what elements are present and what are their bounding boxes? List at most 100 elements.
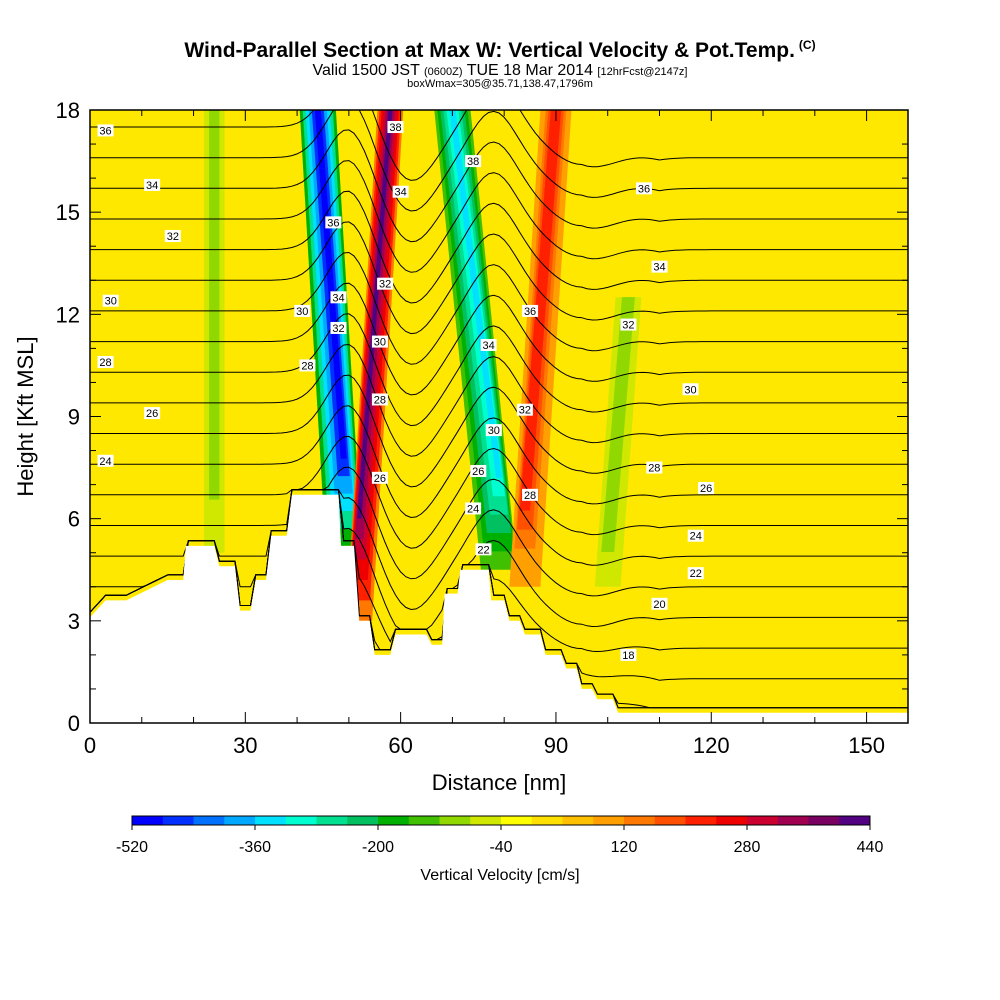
theta-contour-line <box>90 489 908 611</box>
colorbar: -520 -360 -200 -40 120 280 440 Vertical Velocit… <box>116 815 883 884</box>
theta-label-box <box>330 321 347 334</box>
x-tick-label: 60 <box>388 733 412 758</box>
y-axis-title: Height [Kft MSL] <box>13 336 38 496</box>
theta-label: 28 <box>301 360 313 372</box>
theta-contour-line <box>90 435 908 549</box>
colorbar-tick-label: -40 <box>489 839 512 856</box>
velocity-contour-fill <box>522 110 559 492</box>
colorbar-swatch <box>316 816 348 825</box>
x-tick-label: 120 <box>693 733 730 758</box>
theta-contour-line <box>90 110 908 181</box>
theta-label-box <box>465 502 482 515</box>
x-axis: 0 30 60 90 120 150 Distance [nm] <box>84 110 885 795</box>
theta-label: 22 <box>690 568 702 580</box>
theta-label-box <box>377 277 394 290</box>
colorbar-tick-label: 120 <box>611 839 638 856</box>
theta-label-box <box>620 648 637 661</box>
theta-label-box <box>102 294 119 307</box>
theta-label-box <box>687 529 704 542</box>
theta-label: 26 <box>472 466 484 478</box>
colorbar-swatch <box>193 816 225 825</box>
colorbar-swatch <box>624 816 656 825</box>
valid-date: TUE 18 Mar 2014 <box>466 62 593 79</box>
theta-label-box <box>646 461 663 474</box>
theta-label: 28 <box>99 357 111 369</box>
colorbar-swatch <box>562 816 594 825</box>
colorbar-swatch <box>716 816 748 825</box>
theta-contour-line <box>90 221 908 335</box>
theta-label: 34 <box>483 340 495 352</box>
theta-label: 26 <box>146 408 158 420</box>
theta-label: 24 <box>99 456 111 468</box>
velocity-contour-fill <box>605 297 631 529</box>
theta-label: 34 <box>653 262 665 274</box>
theta-contour-line <box>90 160 908 273</box>
theta-label: 36 <box>524 306 536 318</box>
colorbar-swatch <box>285 816 317 825</box>
theta-label: 20 <box>653 599 665 611</box>
valid-time-utc: (0600Z) <box>424 66 463 78</box>
theta-label-box <box>387 121 404 134</box>
x-tick-label: 0 <box>84 733 96 758</box>
potential-temperature-contours <box>90 110 908 709</box>
theta-label-box <box>698 482 715 495</box>
theta-label-box <box>485 424 502 437</box>
colorbar-swatch <box>808 816 840 825</box>
theta-label: 26 <box>374 473 386 485</box>
chart-title-text: Wind-Parallel Section at Max W: Vertical… <box>184 39 795 62</box>
theta-label-box <box>371 393 388 406</box>
theta-label-box <box>635 182 652 195</box>
theta-label-box <box>475 543 492 556</box>
theta-label-box <box>371 335 388 348</box>
y-tick-label: 0 <box>68 711 80 736</box>
plot-area: 36 34 32 30 28 26 24 30 28 36 34 32 38 34 32 30 28 26 38 36… <box>90 110 908 723</box>
theta-label-box <box>330 291 347 304</box>
colorbar-swatch <box>531 816 563 825</box>
theta-label: 22 <box>477 544 489 556</box>
colorbar-swatch <box>839 816 871 825</box>
theta-contour-line <box>90 282 908 396</box>
theta-label-box <box>522 304 539 317</box>
theta-label-box <box>97 124 114 137</box>
theta-label: 38 <box>389 122 401 134</box>
x-axis-title: Distance [nm] <box>432 770 567 795</box>
colorbar-swatch <box>685 816 717 825</box>
theta-contour-line <box>90 129 908 243</box>
theta-label: 32 <box>332 323 344 335</box>
colorbar-swatch <box>255 816 287 825</box>
terrain-mask <box>90 494 908 723</box>
colorbar-tick-label: -360 <box>239 839 271 856</box>
theta-contour-line <box>90 374 908 488</box>
theta-label: 28 <box>524 490 536 502</box>
downdraft-band-6 <box>594 297 642 587</box>
theta-label: 34 <box>395 187 407 199</box>
colorbar-swatch <box>439 816 471 825</box>
theta-label-box <box>294 304 311 317</box>
theta-label-box <box>97 454 114 467</box>
theta-label: 30 <box>105 296 117 308</box>
colorbar-swatch <box>593 816 625 825</box>
theta-label: 32 <box>379 279 391 291</box>
colorbar-swatch <box>162 816 194 825</box>
theta-label-box <box>651 260 668 273</box>
theta-label-box <box>371 471 388 484</box>
theta-label-box <box>465 155 482 168</box>
theta-contour-line <box>90 190 908 304</box>
theta-label: 34 <box>146 180 158 192</box>
colorbar-tick-label: -200 <box>362 839 394 856</box>
chart-subtitle: Valid 1500 JST (0600Z) TUE 18 Mar 2014 [… <box>0 62 1000 80</box>
x-tick-label: 30 <box>233 733 257 758</box>
theta-contour-line <box>90 489 908 630</box>
colorbar-swatch <box>654 816 686 825</box>
theta-label-box <box>97 356 114 369</box>
velocity-contour-fill <box>314 110 347 459</box>
colorbar-swatch <box>501 816 533 825</box>
theta-contour-line <box>90 466 908 580</box>
theta-label: 28 <box>648 463 660 475</box>
forecast-info: [12hrFcst@2147z] <box>597 66 688 78</box>
y-tick-label: 12 <box>56 302 80 327</box>
theta-label-box <box>325 216 342 229</box>
y-tick-label: 3 <box>68 609 80 634</box>
downdraft-band-5 <box>203 110 225 553</box>
